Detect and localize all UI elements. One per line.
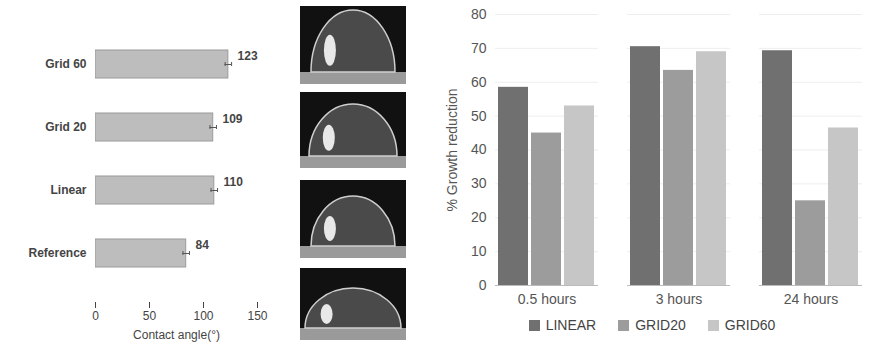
svg-text:24 hours: 24 hours: [784, 291, 838, 307]
svg-text:3 hours: 3 hours: [656, 291, 703, 307]
svg-text:10: 10: [471, 243, 487, 259]
svg-text:50: 50: [471, 108, 487, 124]
html-text:LINEAR: LINEAR: [545, 317, 597, 333]
svg-text:100: 100: [193, 309, 213, 323]
svg-text:Contact angle(°): Contact angle(°): [133, 328, 220, 342]
svg-text:Linear: Linear: [50, 183, 86, 197]
svg-text:20: 20: [471, 209, 487, 225]
svg-text:80: 80: [471, 6, 487, 22]
svg-text:Grid 20: Grid 20: [45, 120, 87, 134]
svg-text:123: 123: [238, 49, 258, 63]
svg-text:% Growth reduction: % Growth reduction: [444, 89, 460, 212]
svg-text:60: 60: [471, 74, 487, 90]
html-text:GRID60: GRID60: [724, 317, 776, 333]
svg-text:84: 84: [195, 238, 209, 252]
svg-text:0: 0: [92, 309, 99, 323]
svg-text:0.5 hours: 0.5 hours: [518, 291, 576, 307]
svg-text:109: 109: [222, 112, 242, 126]
svg-text:Reference: Reference: [28, 246, 86, 260]
svg-text:50: 50: [143, 309, 157, 323]
svg-text:Grid 60: Grid 60: [45, 57, 87, 71]
svg-text:0: 0: [479, 277, 487, 293]
svg-text:30: 30: [471, 175, 487, 191]
svg-text:150: 150: [247, 309, 267, 323]
svg-text:110: 110: [224, 175, 244, 189]
svg-text:40: 40: [471, 141, 487, 157]
svg-text:70: 70: [471, 40, 487, 56]
html-text:GRID20: GRID20: [635, 317, 686, 333]
